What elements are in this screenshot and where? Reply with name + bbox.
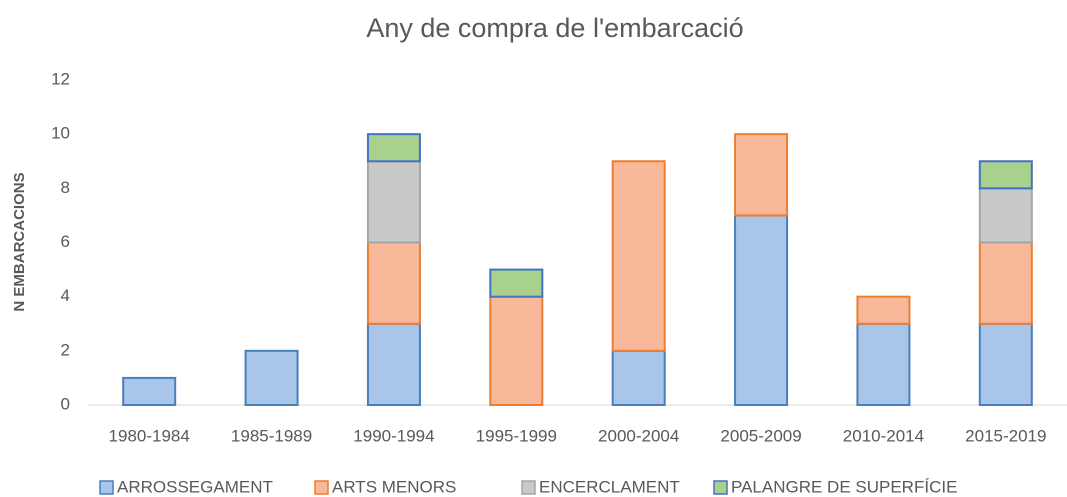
- legend-label: ARROSSEGAMENT: [117, 477, 273, 496]
- x-tick-label: 1995-1999: [476, 426, 557, 445]
- y-tick-label: 2: [61, 340, 70, 359]
- y-axis-label: N EMBARCACIONS: [11, 172, 28, 311]
- legend-label: PALANGRE DE SUPERFÍCIE: [731, 477, 957, 496]
- bar-segment: [489, 268, 544, 298]
- bar-segment: [856, 295, 911, 325]
- bar-segment: [366, 241, 421, 325]
- bar-segment: [734, 133, 789, 217]
- y-tick-label: 4: [61, 286, 70, 305]
- x-tick-label: 2000-2004: [598, 426, 679, 445]
- bar-segment: [244, 349, 299, 407]
- bar-segment: [366, 322, 421, 406]
- legend-label: ARTS MENORS: [332, 477, 456, 496]
- x-tick-label: 1990-1994: [353, 426, 434, 445]
- x-tick-label: 1980-1984: [109, 426, 190, 445]
- x-tick-label: 2010-2014: [843, 426, 924, 445]
- bar-segment: [978, 322, 1033, 406]
- legend-swatch: [713, 480, 728, 495]
- bar-segment: [978, 160, 1033, 190]
- bar-segment: [856, 322, 911, 406]
- legend-swatch: [521, 480, 536, 495]
- legend-label: ENCERCLAMENT: [539, 477, 680, 496]
- y-tick-label: 8: [61, 178, 70, 197]
- bar-segment: [734, 214, 789, 406]
- y-tick-label: 6: [61, 232, 70, 251]
- bar-segment: [611, 349, 666, 407]
- bar-segment: [366, 133, 421, 163]
- x-tick-label: 2015-2019: [965, 426, 1046, 445]
- bar-segment: [978, 241, 1033, 325]
- bar-segment: [122, 376, 177, 406]
- chart-title: Any de compra de l'embarcació: [366, 13, 743, 43]
- x-tick-label: 2005-2009: [720, 426, 801, 445]
- y-tick-label: 10: [51, 124, 70, 143]
- x-tick-label: 1985-1989: [231, 426, 312, 445]
- legend-swatch: [314, 480, 329, 495]
- y-tick-label: 0: [61, 394, 70, 413]
- legend-swatch: [99, 480, 114, 495]
- bar-segment: [366, 160, 421, 244]
- bar-segment: [611, 160, 666, 352]
- y-tick-label: 12: [51, 69, 70, 88]
- bar-segment: [978, 187, 1033, 244]
- bar-segment: [489, 295, 544, 406]
